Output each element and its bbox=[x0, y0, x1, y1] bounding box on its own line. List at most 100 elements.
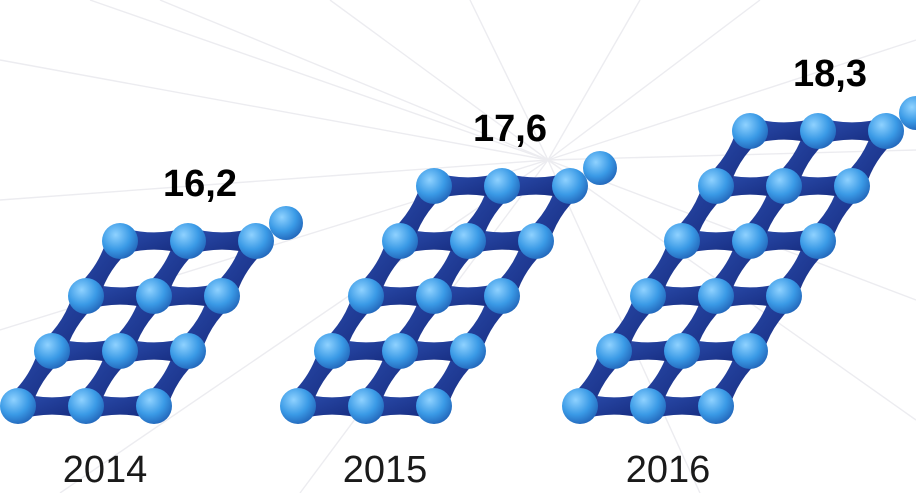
sphere bbox=[732, 223, 768, 259]
sphere bbox=[170, 223, 206, 259]
x-tick-label-2015: 2015 bbox=[343, 449, 428, 491]
bond-link bbox=[750, 117, 818, 145]
bars-group bbox=[0, 96, 916, 424]
background-line bbox=[547, 39, 916, 161]
background-line bbox=[159, 0, 549, 161]
bond-link bbox=[784, 172, 852, 200]
sphere bbox=[170, 333, 206, 369]
sphere bbox=[102, 333, 138, 369]
sphere bbox=[800, 113, 836, 149]
bond-link bbox=[434, 282, 502, 310]
sphere bbox=[552, 168, 588, 204]
bond-link bbox=[332, 337, 400, 365]
data-label-2016: 18,3 bbox=[793, 53, 867, 95]
bond-link bbox=[366, 282, 434, 310]
x-tick-label-2016: 2016 bbox=[626, 449, 711, 491]
bond-link bbox=[750, 227, 818, 255]
sphere bbox=[68, 388, 104, 424]
sphere bbox=[348, 278, 384, 314]
sphere bbox=[630, 278, 666, 314]
bond-link bbox=[298, 392, 366, 420]
sphere bbox=[416, 168, 452, 204]
bond-link bbox=[682, 337, 750, 365]
bar-2015 bbox=[280, 151, 617, 424]
sphere bbox=[484, 278, 520, 314]
sphere bbox=[348, 388, 384, 424]
sphere bbox=[630, 388, 666, 424]
sphere bbox=[416, 388, 452, 424]
sphere bbox=[382, 333, 418, 369]
background-line bbox=[0, 59, 549, 161]
bond-link bbox=[434, 172, 502, 200]
sphere bbox=[732, 333, 768, 369]
sphere bbox=[664, 223, 700, 259]
sphere bbox=[450, 333, 486, 369]
bond-link bbox=[366, 392, 434, 420]
sphere bbox=[238, 223, 274, 259]
bond-link bbox=[86, 282, 154, 310]
background-line bbox=[89, 0, 549, 161]
background-line bbox=[547, 0, 761, 161]
sphere bbox=[698, 278, 734, 314]
sphere bbox=[68, 278, 104, 314]
background-line bbox=[469, 0, 549, 161]
bar-2016 bbox=[562, 96, 916, 424]
bond-link bbox=[716, 172, 784, 200]
background-line bbox=[547, 0, 641, 161]
sphere bbox=[136, 388, 172, 424]
bond-link bbox=[716, 282, 784, 310]
bond-link bbox=[188, 227, 256, 255]
bond-link bbox=[154, 282, 222, 310]
sphere bbox=[34, 333, 70, 369]
sphere bbox=[382, 223, 418, 259]
sphere bbox=[450, 223, 486, 259]
sphere bbox=[416, 278, 452, 314]
labels-group: 16,2 2014 17,6 2015 18,3 2016 bbox=[63, 53, 867, 491]
bond-link bbox=[120, 337, 188, 365]
sphere bbox=[280, 388, 316, 424]
sphere bbox=[204, 278, 240, 314]
sphere bbox=[0, 388, 36, 424]
background-line bbox=[59, 159, 549, 493]
bond-link bbox=[648, 392, 716, 420]
sphere bbox=[484, 168, 520, 204]
bond-link bbox=[818, 117, 886, 145]
bond-link bbox=[468, 227, 536, 255]
sphere bbox=[102, 223, 138, 259]
detached-sphere bbox=[899, 96, 916, 130]
sphere bbox=[868, 113, 904, 149]
sphere bbox=[664, 333, 700, 369]
sphere bbox=[136, 278, 172, 314]
bond-link bbox=[580, 392, 648, 420]
x-tick-label-2014: 2014 bbox=[63, 449, 148, 491]
bond-link bbox=[400, 337, 468, 365]
sphere bbox=[800, 223, 836, 259]
background-line bbox=[329, 0, 549, 161]
bond-link bbox=[682, 227, 750, 255]
sphere bbox=[766, 168, 802, 204]
bond-link bbox=[52, 337, 120, 365]
sphere bbox=[732, 113, 768, 149]
sphere bbox=[518, 223, 554, 259]
bond-link bbox=[614, 337, 682, 365]
bond-link bbox=[86, 392, 154, 420]
sphere bbox=[766, 278, 802, 314]
detached-sphere bbox=[269, 206, 303, 240]
detached-sphere bbox=[583, 151, 617, 185]
sphere bbox=[314, 333, 350, 369]
sphere bbox=[562, 388, 598, 424]
data-label-2015: 17,6 bbox=[473, 108, 547, 150]
sphere bbox=[596, 333, 632, 369]
background-line bbox=[547, 159, 916, 301]
bar-2014 bbox=[0, 206, 303, 424]
bond-link bbox=[120, 227, 188, 255]
data-label-2014: 16,2 bbox=[163, 163, 237, 205]
sphere bbox=[698, 168, 734, 204]
bond-link bbox=[502, 172, 570, 200]
background-line bbox=[0, 159, 549, 201]
bond-link bbox=[400, 227, 468, 255]
bond-link bbox=[18, 392, 86, 420]
sphere bbox=[834, 168, 870, 204]
